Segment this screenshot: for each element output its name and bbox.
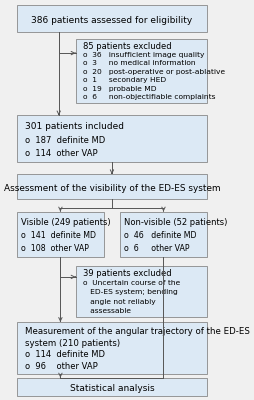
FancyBboxPatch shape: [17, 378, 206, 396]
Text: Measurement of the angular trajectory of the ED-ES: Measurement of the angular trajectory of…: [24, 327, 248, 336]
Text: 301 patients included: 301 patients included: [24, 122, 123, 131]
Text: assessable: assessable: [83, 308, 131, 314]
Text: Assessment of the visibility of the ED-ES system: Assessment of the visibility of the ED-E…: [4, 184, 219, 193]
Text: Non-visible (52 patients): Non-visible (52 patients): [124, 218, 227, 227]
Text: o  1     secondary HED: o 1 secondary HED: [83, 77, 166, 83]
Text: ED-ES system; bending: ED-ES system; bending: [83, 289, 178, 295]
Text: o  187  definite MD: o 187 definite MD: [24, 136, 104, 145]
Text: o  Uncertain course of the: o Uncertain course of the: [83, 280, 180, 286]
Text: o  6     other VAP: o 6 other VAP: [124, 244, 189, 253]
Text: angle not reliably: angle not reliably: [83, 299, 156, 305]
Text: o  108  other VAP: o 108 other VAP: [21, 244, 89, 253]
Text: 39 patients excluded: 39 patients excluded: [83, 269, 171, 278]
Text: o  114  other VAP: o 114 other VAP: [24, 149, 97, 158]
FancyBboxPatch shape: [17, 174, 206, 199]
FancyBboxPatch shape: [75, 266, 206, 317]
FancyBboxPatch shape: [120, 212, 206, 257]
Text: o  96    other VAP: o 96 other VAP: [24, 362, 97, 371]
Text: o  141  definite MD: o 141 definite MD: [21, 231, 96, 240]
FancyBboxPatch shape: [17, 212, 103, 257]
Text: Visible (249 patients): Visible (249 patients): [21, 218, 110, 227]
Text: Statistical analysis: Statistical analysis: [69, 384, 154, 393]
Text: o  19   probable MD: o 19 probable MD: [83, 86, 156, 92]
FancyBboxPatch shape: [75, 39, 206, 103]
FancyBboxPatch shape: [17, 115, 206, 162]
FancyBboxPatch shape: [17, 5, 206, 32]
Text: system (210 patients): system (210 patients): [24, 339, 119, 348]
Text: 386 patients assessed for eligibility: 386 patients assessed for eligibility: [31, 16, 192, 25]
Text: 85 patients excluded: 85 patients excluded: [83, 42, 171, 51]
Text: o  20   post-operative or post-ablative: o 20 post-operative or post-ablative: [83, 69, 225, 75]
Text: o  114  definite MD: o 114 definite MD: [24, 350, 104, 359]
Text: o  6     non-objectifiable complaints: o 6 non-objectifiable complaints: [83, 94, 215, 100]
Text: o  46   definite MD: o 46 definite MD: [124, 231, 196, 240]
Text: o  36   insufficient image quality: o 36 insufficient image quality: [83, 52, 204, 58]
FancyBboxPatch shape: [17, 322, 206, 374]
Text: o  3     no medical information: o 3 no medical information: [83, 60, 195, 66]
